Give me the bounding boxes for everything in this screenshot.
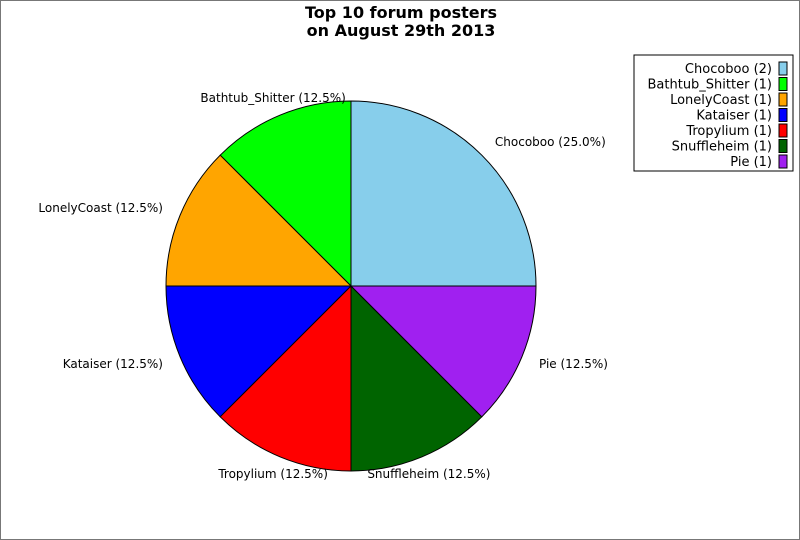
slice-label: LonelyCoast (12.5%) [38, 201, 163, 215]
legend-swatch [778, 61, 788, 76]
legend-swatch [778, 123, 788, 138]
legend-label: Chocoboo (2) [685, 62, 772, 77]
pie-slice-tropylium [219, 284, 352, 472]
slice-label: Snuffleheim (12.5%) [367, 467, 490, 481]
legend-swatch [778, 92, 788, 107]
legend-swatch [778, 77, 788, 91]
pie-slice-lonelycoast [165, 154, 353, 287]
slice-label: Bathtub_Shitter (12.5%) [200, 91, 345, 105]
pie-slice-snuffleheim [350, 284, 483, 472]
legend-swatch [778, 139, 788, 153]
pie-slice-pie [349, 285, 537, 418]
slice-label: Chocoboo (25.0%) [495, 135, 606, 149]
chart-title-line-2: on August 29th 2013 [307, 21, 496, 40]
slice-label: Tropylium (12.5%) [217, 467, 328, 481]
slice-label: Kataiser (12.5%) [63, 357, 163, 371]
legend-box [633, 54, 794, 172]
legend-label: Bathtub_Shitter (1) [648, 78, 773, 93]
slice-label: Pie (12.5%) [539, 357, 608, 371]
legend-swatch [778, 108, 788, 122]
pie-slice-bathtub_shitter [219, 100, 352, 288]
pie-slice-kataiser [165, 285, 353, 418]
legend-label: Tropylium (1) [685, 124, 772, 139]
pie-slice-chocoboo [350, 100, 537, 287]
chart-title-line-1: Top 10 forum posters [305, 3, 497, 22]
legend-label: LonelyCoast (1) [670, 93, 772, 108]
legend-label: Pie (1) [730, 155, 772, 170]
legend-label: Kataiser (1) [696, 109, 772, 124]
legend-label: Snuffleheim (1) [672, 140, 772, 155]
legend-swatch [778, 154, 788, 169]
